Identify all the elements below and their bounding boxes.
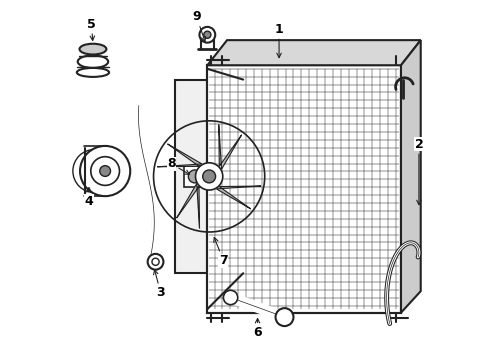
Ellipse shape bbox=[78, 55, 108, 68]
Polygon shape bbox=[184, 166, 205, 187]
Circle shape bbox=[91, 157, 120, 185]
Circle shape bbox=[204, 31, 211, 39]
Text: 6: 6 bbox=[253, 319, 262, 339]
Text: 1: 1 bbox=[275, 23, 283, 58]
Circle shape bbox=[152, 258, 159, 265]
Text: 4: 4 bbox=[85, 188, 94, 208]
Polygon shape bbox=[401, 40, 421, 313]
Text: 8: 8 bbox=[167, 157, 190, 174]
Circle shape bbox=[100, 166, 111, 176]
Polygon shape bbox=[175, 80, 243, 273]
Text: 5: 5 bbox=[87, 18, 96, 40]
Circle shape bbox=[188, 170, 201, 183]
Circle shape bbox=[73, 149, 116, 193]
Circle shape bbox=[80, 146, 130, 196]
Ellipse shape bbox=[77, 68, 109, 77]
Ellipse shape bbox=[79, 44, 106, 54]
Circle shape bbox=[275, 308, 294, 326]
Polygon shape bbox=[207, 65, 401, 313]
Circle shape bbox=[147, 254, 164, 270]
Circle shape bbox=[203, 170, 216, 183]
Polygon shape bbox=[157, 144, 202, 167]
Text: 3: 3 bbox=[153, 270, 165, 300]
Circle shape bbox=[223, 290, 238, 305]
Polygon shape bbox=[219, 125, 242, 169]
Circle shape bbox=[199, 27, 215, 42]
Text: 9: 9 bbox=[192, 10, 206, 41]
Text: 2: 2 bbox=[415, 138, 423, 205]
Polygon shape bbox=[216, 186, 261, 209]
Polygon shape bbox=[176, 184, 199, 228]
Text: 7: 7 bbox=[214, 238, 228, 267]
Polygon shape bbox=[207, 40, 421, 65]
Circle shape bbox=[196, 163, 223, 190]
